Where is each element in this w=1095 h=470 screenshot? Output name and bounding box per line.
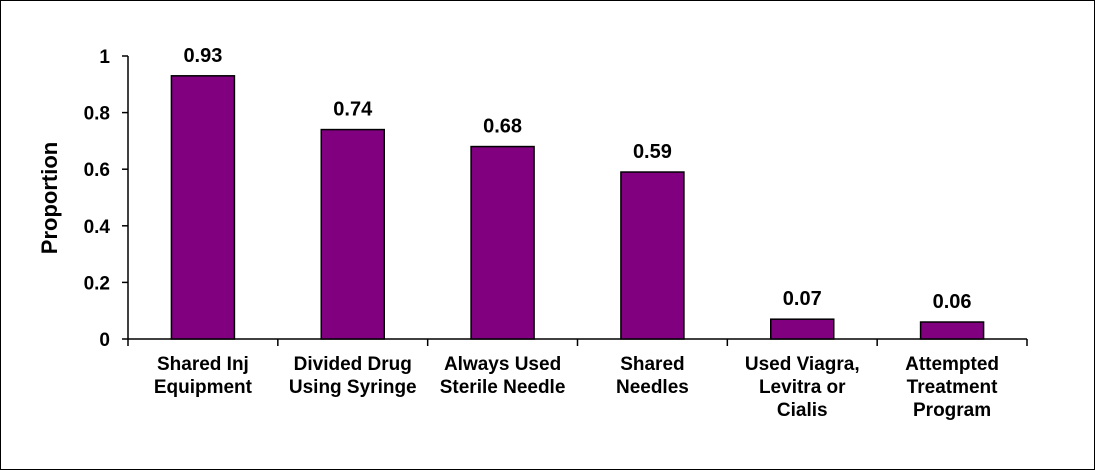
y-tick-label: 0.2 xyxy=(84,273,110,294)
bar xyxy=(320,128,385,340)
data-label: 0.06 xyxy=(933,291,972,313)
y-tick-label: 0.6 xyxy=(84,160,110,181)
axes: 0 0.2 0.4 0.6 0.8 1 xyxy=(84,47,1028,351)
x-category-label: Always Used Sterile Needle xyxy=(440,354,566,398)
bar xyxy=(170,75,236,340)
data-label: 0.74 xyxy=(333,99,373,121)
x-category-label: Used Viagra, Levitra or Cialis xyxy=(745,354,860,421)
y-tick-label: 0 xyxy=(99,330,110,351)
bar xyxy=(620,171,685,340)
x-category-label: Attempted Treatment Program xyxy=(905,354,999,421)
y-tick-label: 1 xyxy=(99,47,110,68)
bar xyxy=(919,321,985,340)
data-label: 0.93 xyxy=(183,45,222,67)
y-axis-label: Proportion xyxy=(37,142,62,254)
labels: 0.93 Shared Inj Equipment 0.74 Divided Drug U… xyxy=(154,45,999,421)
bar xyxy=(770,318,835,340)
x-category-label: Shared Needles xyxy=(616,354,689,398)
data-label: 0.68 xyxy=(483,116,522,138)
bars xyxy=(170,75,985,340)
x-category-label: Divided Drug Using Syringe xyxy=(289,354,417,398)
x-category-label: Shared Inj Equipment xyxy=(154,354,253,398)
y-tick-label: 0.8 xyxy=(84,104,110,125)
y-tick-label: 0.4 xyxy=(84,217,111,238)
data-label: 0.59 xyxy=(633,141,672,163)
data-label: 0.07 xyxy=(783,288,822,310)
bar xyxy=(470,145,535,340)
